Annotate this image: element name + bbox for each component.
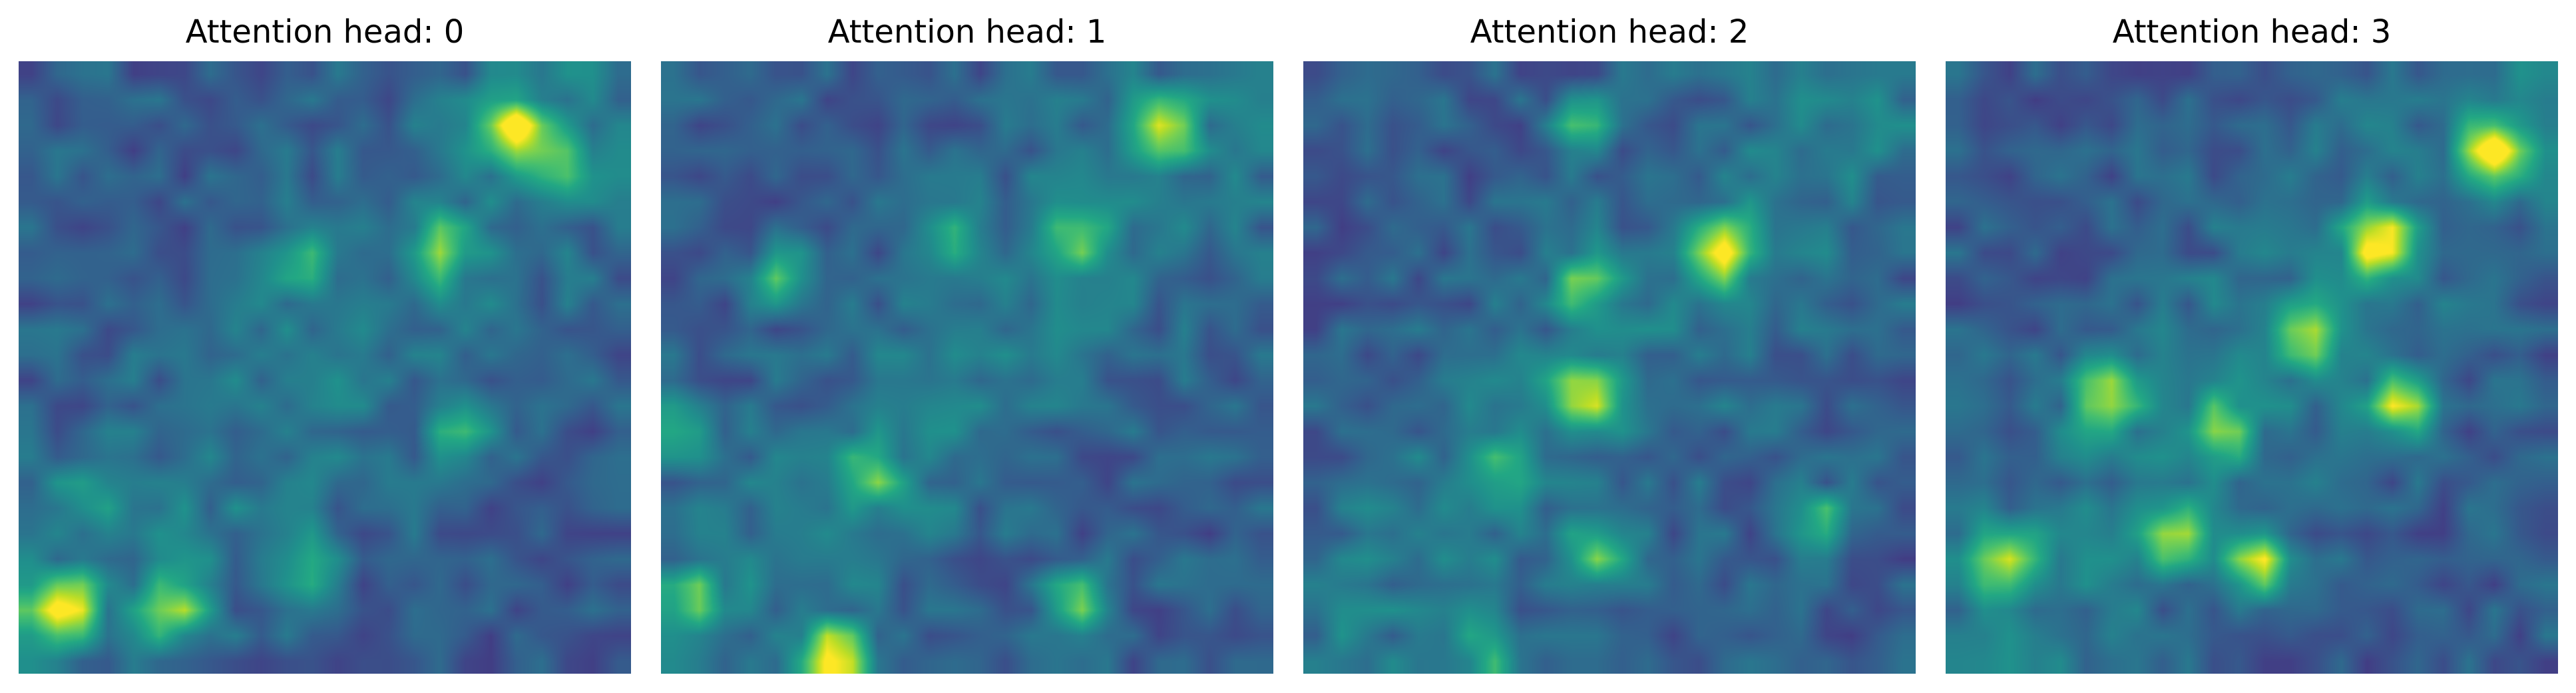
panel-title-3: Attention head: 3 <box>2112 13 2392 51</box>
heatmap-panel-2: Attention head: 2 <box>1303 0 1916 693</box>
heatmap-canvas-3 <box>1946 61 2558 674</box>
heatmap-canvas-1 <box>661 61 1273 674</box>
heatmap-panel-1: Attention head: 1 <box>661 0 1273 693</box>
heatmap-canvas-0 <box>19 61 631 674</box>
panel-title-2: Attention head: 2 <box>1470 13 1749 51</box>
panel-title-0: Attention head: 0 <box>185 13 465 51</box>
heatmap-panel-0: Attention head: 0 <box>19 0 631 693</box>
heatmap-panel-3: Attention head: 3 <box>1946 0 2558 693</box>
panel-title-1: Attention head: 1 <box>827 13 1107 51</box>
heatmap-canvas-2 <box>1303 61 1916 674</box>
